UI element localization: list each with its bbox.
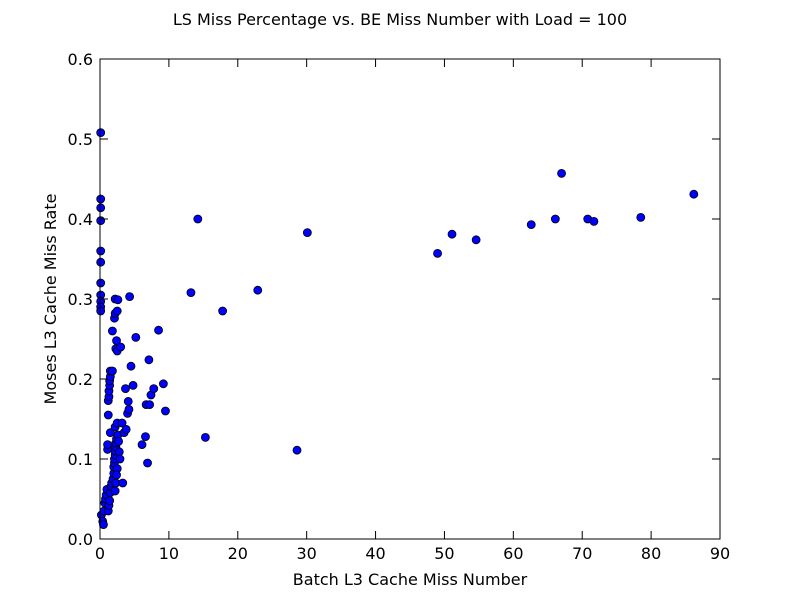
- data-point: [292, 445, 302, 455]
- data-point: [110, 486, 120, 496]
- data-point: [302, 228, 312, 238]
- data-point: [447, 229, 457, 239]
- data-point: [114, 436, 123, 446]
- data-point: [96, 278, 106, 288]
- data-point: [143, 458, 152, 468]
- data-point: [112, 336, 121, 346]
- x-tick-label: 70: [572, 544, 592, 563]
- data-point: [137, 440, 147, 450]
- data-point: [193, 214, 203, 224]
- x-tick-label: 90: [710, 544, 730, 563]
- data-point: [471, 235, 481, 245]
- data-point: [108, 326, 117, 336]
- x-tick-label: 30: [296, 544, 316, 563]
- data-point: [200, 432, 210, 442]
- data-point: [126, 361, 136, 371]
- data-point: [161, 406, 170, 416]
- y-tick-label: 0.4: [68, 210, 93, 229]
- x-tick-label: 0: [95, 544, 105, 563]
- data-point: [218, 306, 228, 316]
- chart-title: LS Miss Percentage vs. BE Miss Number wi…: [173, 10, 627, 29]
- y-tick-label: 0.6: [68, 50, 93, 69]
- y-tick-label: 0.0: [68, 530, 93, 549]
- x-tick-label: 50: [434, 544, 454, 563]
- data-point: [112, 470, 121, 480]
- data-point: [125, 292, 135, 302]
- data-point: [131, 332, 141, 342]
- data-point: [550, 214, 560, 224]
- plot-frame: [99, 58, 721, 540]
- data-point: [115, 454, 125, 464]
- y-axis-label: Moses L3 Cache Miss Rate: [41, 194, 60, 405]
- data-point: [105, 496, 115, 506]
- data-point: [114, 447, 124, 457]
- data-point: [557, 168, 566, 178]
- data-point: [158, 379, 168, 389]
- data-point: [118, 478, 128, 488]
- points-layer: [96, 128, 699, 529]
- y-tick-label: 0.3: [68, 290, 93, 309]
- data-point: [689, 189, 699, 199]
- data-point: [124, 404, 134, 414]
- data-point: [433, 248, 442, 258]
- data-point: [113, 295, 123, 305]
- data-point: [121, 384, 130, 394]
- data-point: [116, 342, 126, 352]
- data-point: [103, 440, 112, 450]
- data-point: [589, 216, 599, 226]
- x-axis-label: Batch L3 Cache Miss Number: [293, 570, 528, 589]
- ticks-layer: 0 10 20 30 40 50 60 70 80 90 0.0 0.1 0.2 0.3 0.4 0.5 0.6: [68, 50, 731, 563]
- data-point: [112, 306, 122, 316]
- data-point: [96, 257, 106, 267]
- data-point: [149, 384, 159, 394]
- data-point: [103, 410, 113, 420]
- data-point: [121, 424, 131, 434]
- data-point: [96, 194, 106, 204]
- data-point: [123, 396, 133, 406]
- data-point: [145, 400, 155, 410]
- data-point: [144, 355, 154, 365]
- y-tick-label: 0.5: [68, 130, 93, 149]
- data-point: [526, 220, 536, 230]
- data-point: [128, 380, 138, 390]
- data-point: [636, 212, 646, 222]
- data-point: [96, 203, 106, 213]
- data-point: [154, 325, 163, 335]
- data-point: [96, 306, 106, 316]
- data-point: [186, 288, 196, 298]
- data-point: [141, 432, 150, 442]
- x-tick-label: 60: [503, 544, 523, 563]
- y-tick-label: 0.2: [68, 370, 93, 389]
- y-tick-label: 0.1: [68, 450, 93, 469]
- x-tick-label: 10: [159, 544, 179, 563]
- x-tick-label: 80: [641, 544, 661, 563]
- data-point: [253, 285, 263, 295]
- data-point: [96, 246, 106, 256]
- data-point: [99, 520, 108, 529]
- data-point: [96, 216, 106, 226]
- data-point: [117, 418, 127, 428]
- x-tick-label: 20: [228, 544, 248, 563]
- data-point: [96, 128, 106, 138]
- x-tick-label: 40: [365, 544, 385, 563]
- data-point: [108, 366, 117, 376]
